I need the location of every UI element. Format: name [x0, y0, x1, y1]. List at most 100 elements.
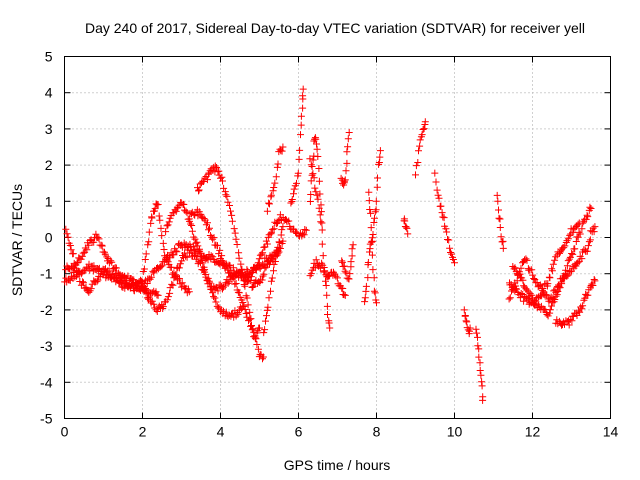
data-point	[318, 219, 326, 227]
data-point	[505, 295, 513, 303]
data-point	[142, 288, 150, 296]
data-point	[211, 294, 219, 302]
data-point	[182, 252, 190, 260]
data-point	[347, 258, 355, 266]
data-point	[259, 249, 267, 257]
data-point	[224, 279, 232, 287]
data-point	[495, 214, 503, 222]
data-point	[310, 174, 318, 182]
data-point	[342, 269, 350, 277]
data-point	[432, 178, 440, 186]
data-point	[205, 226, 212, 234]
data-point	[348, 245, 356, 253]
data-point	[224, 198, 232, 206]
data-point	[266, 200, 273, 208]
data-point	[297, 121, 305, 129]
data-point	[588, 280, 596, 288]
data-point	[369, 231, 377, 238]
data-point	[299, 85, 307, 93]
data-point	[565, 321, 573, 329]
data-point	[475, 353, 483, 361]
data-point	[240, 302, 248, 310]
data-point	[79, 249, 87, 257]
data-point	[421, 118, 429, 126]
data-point	[579, 219, 587, 227]
data-point	[185, 215, 193, 223]
data-point	[153, 308, 161, 315]
data-point	[263, 257, 271, 265]
data-point	[163, 222, 171, 230]
data-point	[412, 171, 419, 179]
data-point	[449, 256, 457, 263]
data-point	[333, 274, 341, 282]
data-point	[270, 267, 277, 275]
data-point	[209, 235, 217, 243]
data-point	[94, 234, 102, 241]
data-point	[517, 290, 525, 297]
data-point	[574, 220, 582, 228]
data-point	[472, 325, 480, 333]
x-tick-label: 6	[295, 424, 303, 440]
data-point	[345, 129, 353, 136]
data-point	[242, 310, 250, 317]
data-point	[297, 131, 304, 139]
data-point	[416, 136, 424, 144]
data-point	[173, 248, 181, 256]
data-point	[243, 294, 251, 302]
data-point	[546, 309, 554, 317]
data-point	[149, 267, 157, 275]
data-point	[230, 274, 238, 282]
data-point	[206, 279, 214, 287]
x-tick-label: 0	[61, 424, 69, 440]
data-point	[311, 264, 319, 272]
data-point	[510, 283, 518, 291]
data-point	[591, 277, 599, 285]
data-point	[206, 224, 213, 232]
data-point	[269, 187, 277, 195]
data-point	[546, 306, 554, 314]
data-point	[240, 281, 248, 288]
data-point	[318, 226, 326, 234]
data-point	[339, 285, 347, 292]
data-point	[226, 202, 233, 209]
data-point	[222, 308, 230, 316]
data-point	[90, 262, 98, 270]
data-point	[223, 261, 231, 269]
y-tick-label: 4	[45, 85, 53, 101]
data-point	[87, 285, 95, 293]
data-point	[150, 300, 158, 308]
data-point	[312, 135, 320, 143]
data-point	[589, 224, 597, 232]
data-point	[237, 260, 245, 268]
data-point	[499, 244, 507, 252]
data-point	[319, 252, 327, 260]
data-point	[210, 234, 218, 242]
data-point	[227, 207, 234, 215]
data-point	[340, 177, 348, 185]
data-point	[548, 302, 555, 310]
data-point	[295, 155, 303, 163]
data-point	[404, 230, 412, 238]
data-point	[568, 250, 576, 257]
data-point	[246, 270, 254, 277]
data-point	[307, 177, 315, 185]
data-point	[273, 163, 281, 171]
x-tick-label: 2	[139, 424, 147, 440]
data-point	[195, 186, 203, 194]
data-point	[369, 266, 377, 274]
data-point	[157, 263, 165, 271]
data-point	[250, 328, 258, 336]
data-point	[414, 159, 422, 166]
data-point	[300, 231, 308, 239]
data-point	[587, 205, 595, 212]
data-point	[93, 278, 101, 286]
data-point	[278, 226, 286, 234]
data-point	[338, 258, 346, 266]
data-point	[214, 242, 221, 250]
data-point	[345, 275, 353, 283]
data-point	[167, 263, 175, 271]
data-point	[319, 261, 327, 269]
data-point	[263, 207, 271, 215]
data-point	[367, 209, 375, 217]
data-point	[513, 270, 521, 278]
